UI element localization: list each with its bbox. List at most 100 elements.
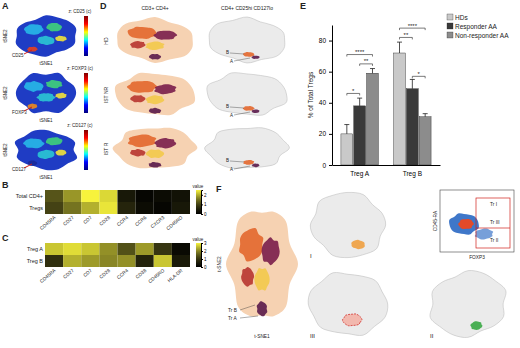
tick: 0 bbox=[201, 265, 207, 270]
column-label: CCR4 bbox=[116, 268, 129, 280]
arrow bbox=[230, 53, 244, 54]
heat-cell bbox=[81, 190, 99, 202]
tsne-cluster bbox=[149, 54, 161, 60]
panel-f: Ft-SNE2t-SNE1Tr BTr AIIIIIITr ITr IIITr … bbox=[216, 184, 514, 339]
arrow bbox=[230, 161, 244, 162]
tsne-cluster bbox=[342, 314, 361, 326]
tick: 2 bbox=[201, 193, 207, 198]
column-label: CD27 bbox=[62, 268, 75, 280]
arrow bbox=[24, 107, 32, 111]
gate bbox=[476, 228, 510, 229]
column-title: CD3+ CD4+ bbox=[141, 5, 168, 11]
gate-label: B bbox=[226, 104, 229, 109]
tsne-cluster bbox=[262, 237, 280, 265]
tsne-cluster bbox=[470, 321, 482, 330]
heat-cell bbox=[136, 255, 154, 267]
tsne-cluster bbox=[252, 163, 260, 167]
tsne-cluster bbox=[46, 80, 63, 88]
tick: 20 bbox=[319, 130, 332, 137]
tick-label: 0 bbox=[204, 265, 207, 270]
tsne-cluster bbox=[241, 267, 254, 287]
arrow bbox=[24, 164, 32, 168]
bar bbox=[354, 106, 366, 165]
heat-cell bbox=[172, 202, 190, 214]
tsne-cluster bbox=[146, 95, 165, 104]
column-label: CD28 bbox=[98, 215, 111, 227]
tick-mark bbox=[201, 214, 203, 215]
contour bbox=[449, 213, 479, 234]
axis-title: tSNE2 bbox=[3, 143, 8, 157]
axis-line bbox=[202, 244, 204, 268]
gate-label: Tr III bbox=[490, 220, 500, 225]
panel-letter: C bbox=[2, 233, 9, 243]
tick: 80 bbox=[319, 37, 332, 44]
tsne-cluster bbox=[36, 93, 55, 101]
plot-title: z: FOXP3 (c) bbox=[67, 66, 94, 71]
column-label: CD45RO bbox=[147, 268, 165, 285]
heat-cell bbox=[45, 255, 63, 267]
gate-label: B bbox=[226, 158, 229, 163]
row-label: IST NR bbox=[103, 86, 109, 103]
bar bbox=[341, 134, 353, 165]
tsne-cluster bbox=[24, 81, 44, 92]
heat-cell bbox=[99, 243, 117, 255]
heat-cell bbox=[45, 243, 63, 255]
significance-label: * bbox=[418, 71, 421, 77]
heat-cell bbox=[81, 255, 99, 267]
heat-cell bbox=[154, 190, 172, 202]
tsne-map bbox=[308, 272, 388, 335]
row-label: IST R bbox=[103, 142, 109, 155]
gate-plot-frame bbox=[440, 190, 514, 252]
tsne-cluster bbox=[55, 93, 66, 99]
panel-letter: E bbox=[300, 1, 306, 11]
heat-cell bbox=[45, 190, 63, 202]
tick: Treg A bbox=[350, 165, 370, 178]
row-label: Tregs bbox=[29, 205, 43, 211]
tick-label: 2 bbox=[204, 249, 207, 254]
colorbar-title: value bbox=[193, 237, 204, 242]
legend-swatch bbox=[447, 23, 453, 29]
gate-label: Tr II bbox=[490, 238, 498, 243]
tick-label: 20 bbox=[319, 130, 327, 137]
subset-label: III bbox=[310, 333, 315, 339]
tsne-cluster bbox=[154, 84, 176, 94]
tsne-cluster bbox=[130, 149, 145, 156]
tsne-map bbox=[15, 130, 77, 170]
axis-title: tSNE1 bbox=[39, 61, 53, 66]
heat-cell bbox=[63, 190, 81, 202]
subset-label: II bbox=[430, 333, 434, 339]
heat-cell bbox=[154, 243, 172, 255]
colorbar bbox=[196, 243, 201, 267]
heat-cell bbox=[118, 243, 136, 255]
error-bar bbox=[423, 114, 428, 117]
tick: 40 bbox=[319, 99, 332, 106]
heatmap: CTreg ATreg BCD45RACD27CD7CD28CCR4CD38CD… bbox=[2, 233, 207, 284]
axis-title: % of Total Tregs bbox=[307, 71, 315, 118]
tick-label: 60 bbox=[319, 68, 327, 75]
tsne-cluster bbox=[153, 31, 177, 40]
heat-cell bbox=[99, 202, 117, 214]
tsne-cluster bbox=[239, 228, 263, 261]
row-label: Total CD4+ bbox=[16, 193, 43, 199]
legend-label: HDs bbox=[455, 14, 468, 21]
tsne-cluster bbox=[146, 42, 165, 50]
tick-label: 1 bbox=[204, 257, 207, 262]
legend: HDsResponder AANon-responder AA bbox=[447, 14, 509, 40]
tsne-cluster bbox=[55, 36, 66, 42]
bar bbox=[406, 89, 418, 165]
channel-label: CD25 bbox=[12, 53, 24, 58]
tsne-map bbox=[205, 128, 290, 169]
tsne-cluster bbox=[38, 36, 55, 45]
tsne-cluster bbox=[351, 240, 364, 250]
arrow bbox=[24, 50, 32, 54]
significance-label: **** bbox=[355, 49, 365, 55]
tsne-cluster bbox=[24, 24, 44, 34]
tsne-cluster bbox=[130, 41, 146, 48]
heat-cell bbox=[136, 202, 154, 214]
tick: 0 bbox=[322, 162, 332, 169]
significance-label: **** bbox=[408, 23, 418, 29]
heat-cell bbox=[63, 202, 81, 214]
panel-letter: B bbox=[2, 180, 9, 190]
tsne-cluster bbox=[46, 23, 62, 31]
gate-label: A bbox=[230, 59, 233, 64]
